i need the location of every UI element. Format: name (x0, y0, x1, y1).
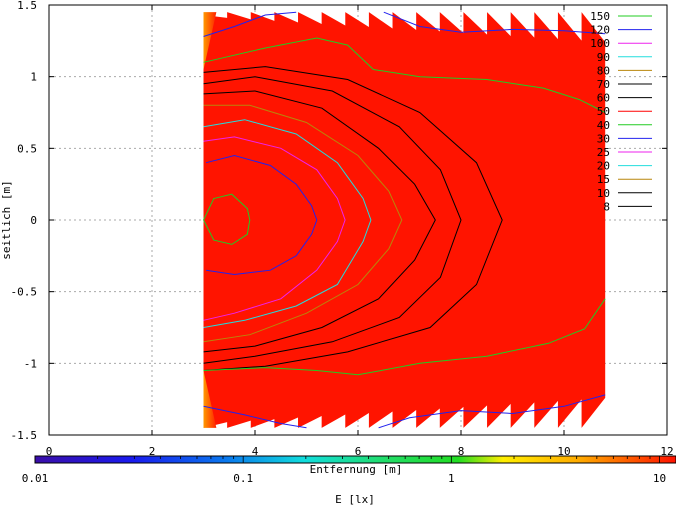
contour-line (203, 90, 436, 353)
y-tick-label: 1.5 (17, 0, 37, 12)
contour-line (383, 11, 606, 35)
x-tick-label: 12 (660, 445, 673, 458)
legend-label: 50 (597, 105, 610, 118)
colorbar: 0.01 0.1 1 10 (22, 455, 676, 485)
colorbar-tick-label: 0.01 (22, 472, 49, 485)
x-axis-label: Entfernung [m] (310, 463, 403, 476)
legend-label: 80 (597, 64, 610, 77)
contour-line (203, 193, 251, 245)
x-tick-label: 4 (252, 445, 259, 458)
y-tick-label: 1 (30, 71, 37, 84)
colorbar-tick-label: 0.1 (233, 472, 253, 485)
contour-line (203, 136, 346, 321)
y-tick-label: 0 (30, 214, 37, 227)
legend-label: 10 (597, 187, 610, 200)
legend-label: 60 (597, 92, 610, 105)
edge-band-top (203, 12, 217, 70)
y-tick-label: -0.5 (11, 286, 38, 299)
x-axis-ticks: 0 2 4 6 8 10 12 (46, 5, 674, 458)
contour-line (203, 66, 503, 371)
contour-line (378, 394, 606, 429)
x-tick-label: 0 (46, 445, 53, 458)
legend-label: 120 (590, 24, 610, 37)
y-tick-label: -1.5 (11, 429, 38, 442)
illuminance-fill (203, 12, 606, 428)
x-tick-label: 6 (355, 445, 362, 458)
y-tick-label: -1 (24, 357, 37, 370)
contour-line (203, 298, 606, 376)
y-tick-label: 0.5 (17, 142, 37, 155)
legend-label: 25 (597, 146, 610, 159)
y-axis-label: seitlich [m] (0, 180, 13, 259)
colorbar-gradient (34, 455, 676, 464)
colorbar-tick-label: 10 (653, 472, 666, 485)
x-tick-label: 2 (149, 445, 156, 458)
colorbar-label: E [lx] (335, 493, 375, 505)
colorbar-tick-label: 1 (448, 472, 455, 485)
legend-label: 8 (603, 200, 610, 213)
legend-label: 90 (597, 51, 610, 64)
contour-line (205, 154, 318, 276)
contour-line (203, 104, 403, 343)
legend-label: 40 (597, 119, 610, 132)
illuminance-field (203, 12, 606, 428)
contour-line (203, 11, 297, 37)
x-tick-label: 8 (458, 445, 465, 458)
x-tick-label: 10 (557, 445, 570, 458)
legend-label: 15 (597, 173, 610, 186)
legend-label: 30 (597, 132, 610, 145)
legend-label: 70 (597, 78, 610, 91)
contour-layer (203, 11, 606, 429)
y-axis-ticks: 1.5 1 0.5 0 -0.5 -1 -1.5 (11, 0, 667, 442)
legend-label: 20 (597, 160, 610, 173)
contour-line (203, 76, 462, 364)
contour-line (203, 405, 307, 429)
contour-line (203, 37, 606, 113)
edge-band-bottom (203, 370, 217, 428)
legend-label: 100 (590, 37, 610, 50)
legend-label: 150 (590, 10, 610, 23)
contour-line (203, 119, 372, 328)
